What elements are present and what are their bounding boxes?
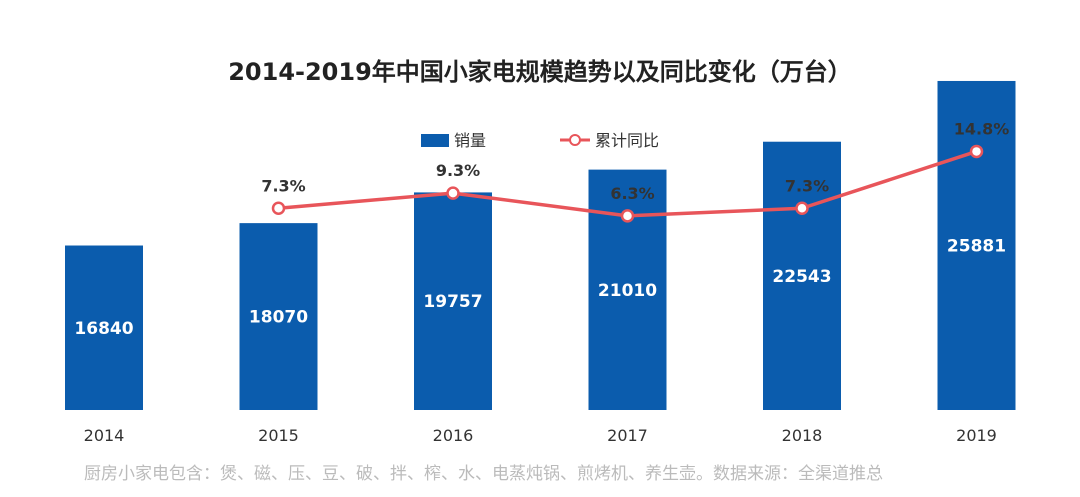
- x-tick-label-2016: 2016: [433, 426, 474, 445]
- bar-value-label-2018: 22543: [772, 267, 831, 287]
- bar-value-label-2014: 16840: [74, 319, 133, 339]
- bar-2019: [937, 80, 1016, 411]
- chart-title: 2014-2019年中国小家电规模趋势以及同比变化（万台）: [228, 58, 852, 86]
- bar-2014: [65, 245, 143, 410]
- yoy-point-2019: [969, 144, 984, 159]
- legend-marker-yoy: [569, 134, 581, 146]
- legend-label-sales: 销量: [454, 131, 486, 150]
- x-tick-label-2019: 2019: [956, 426, 997, 445]
- x-tick-label-2017: 2017: [607, 426, 648, 445]
- bars: 16840 18070 19757 21010 22543 25881: [65, 80, 1016, 411]
- bar-2016: [414, 192, 492, 410]
- legend-label-yoy: 累计同比: [595, 131, 659, 150]
- yoy-label-2019: 14.8%: [954, 119, 1010, 138]
- bar-value-label-2019: 25881: [947, 236, 1006, 256]
- yoy-label-2018: 7.3%: [785, 176, 829, 195]
- bar-value-label-2015: 18070: [249, 308, 308, 328]
- x-axis: 2014 2015 2016 2017 2018 2019: [84, 426, 997, 445]
- yoy-label-2016: 9.3%: [436, 161, 480, 180]
- bar-value-label-2017: 21010: [598, 281, 657, 301]
- bar-2015: [239, 223, 318, 410]
- yoy-line: 7.3% 9.3% 6.3% 7.3% 14.8%: [261, 119, 1010, 223]
- legend-swatch-sales: [421, 134, 449, 147]
- yoy-label-2015: 7.3%: [261, 176, 305, 195]
- bar-value-label-2016: 19757: [423, 292, 482, 312]
- yoy-point-2018: [795, 201, 809, 216]
- bar-2018: [763, 141, 841, 410]
- x-tick-label-2015: 2015: [258, 426, 299, 445]
- x-tick-label-2014: 2014: [84, 426, 125, 445]
- yoy-label-2017: 6.3%: [610, 184, 654, 203]
- x-tick-label-2018: 2018: [782, 426, 823, 445]
- yoy-point-2016: [446, 186, 460, 200]
- footer-source: 厨房小家电包含：煲、磁、压、豆、破、拌、榨、水、电蒸炖锅、煎烤机、养生壶。数据来…: [84, 464, 883, 484]
- yoy-point-2017: [620, 209, 635, 223]
- legend: 销量 累计同比: [421, 131, 659, 150]
- yoy-point-2015: [271, 201, 286, 216]
